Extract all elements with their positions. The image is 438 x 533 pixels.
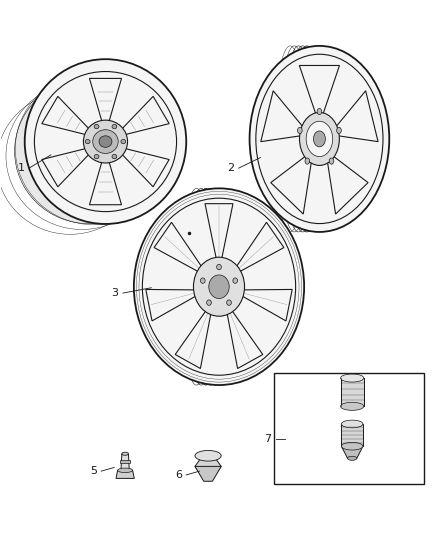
Ellipse shape: [329, 158, 334, 164]
Polygon shape: [341, 424, 363, 446]
Polygon shape: [341, 446, 363, 458]
Ellipse shape: [121, 140, 126, 144]
Ellipse shape: [35, 71, 177, 212]
Polygon shape: [89, 78, 121, 125]
Text: 1: 1: [18, 163, 25, 173]
Ellipse shape: [201, 278, 205, 284]
Ellipse shape: [297, 127, 302, 134]
Bar: [274, 373, 424, 484]
Text: 7: 7: [264, 434, 272, 445]
Ellipse shape: [142, 198, 296, 375]
Polygon shape: [42, 96, 92, 135]
Polygon shape: [271, 153, 312, 214]
Polygon shape: [42, 148, 92, 187]
Ellipse shape: [94, 124, 99, 129]
Ellipse shape: [99, 136, 112, 147]
Polygon shape: [226, 307, 263, 368]
Polygon shape: [120, 460, 130, 463]
Polygon shape: [195, 457, 221, 475]
Text: 3: 3: [112, 288, 119, 298]
Ellipse shape: [122, 452, 128, 455]
Polygon shape: [205, 204, 233, 263]
Polygon shape: [234, 222, 284, 273]
Ellipse shape: [341, 374, 364, 382]
Ellipse shape: [85, 140, 90, 144]
Polygon shape: [120, 148, 169, 187]
Ellipse shape: [217, 264, 221, 270]
Ellipse shape: [341, 420, 363, 428]
Polygon shape: [326, 153, 368, 214]
Polygon shape: [154, 222, 204, 273]
Ellipse shape: [300, 112, 339, 165]
Ellipse shape: [341, 402, 364, 410]
Ellipse shape: [94, 155, 99, 159]
Polygon shape: [332, 91, 378, 142]
Polygon shape: [238, 289, 292, 321]
Ellipse shape: [14, 79, 163, 224]
Ellipse shape: [305, 158, 310, 164]
Text: 5: 5: [90, 466, 97, 476]
Ellipse shape: [291, 46, 322, 232]
Ellipse shape: [317, 108, 322, 115]
Ellipse shape: [347, 456, 357, 461]
Polygon shape: [89, 158, 121, 205]
Polygon shape: [121, 454, 129, 470]
Polygon shape: [116, 470, 134, 479]
Text: 6: 6: [175, 470, 182, 480]
Ellipse shape: [194, 257, 244, 316]
Polygon shape: [146, 289, 200, 321]
Ellipse shape: [112, 124, 117, 129]
Ellipse shape: [233, 278, 237, 284]
Ellipse shape: [195, 450, 221, 461]
Polygon shape: [261, 91, 307, 142]
Ellipse shape: [118, 468, 133, 473]
Ellipse shape: [25, 59, 186, 224]
Ellipse shape: [337, 127, 341, 134]
Ellipse shape: [93, 130, 118, 154]
Text: 2: 2: [227, 163, 234, 173]
Polygon shape: [175, 307, 212, 368]
Polygon shape: [195, 466, 221, 481]
Polygon shape: [299, 66, 339, 120]
Polygon shape: [341, 378, 364, 406]
Ellipse shape: [209, 275, 229, 298]
Ellipse shape: [207, 300, 211, 305]
Ellipse shape: [83, 120, 127, 163]
Ellipse shape: [227, 300, 231, 305]
Ellipse shape: [256, 54, 383, 223]
Ellipse shape: [134, 188, 304, 385]
Polygon shape: [120, 96, 169, 135]
Ellipse shape: [306, 121, 333, 157]
Ellipse shape: [314, 131, 325, 147]
Ellipse shape: [195, 188, 226, 385]
Ellipse shape: [341, 442, 363, 450]
Ellipse shape: [112, 155, 117, 159]
Ellipse shape: [250, 46, 389, 232]
